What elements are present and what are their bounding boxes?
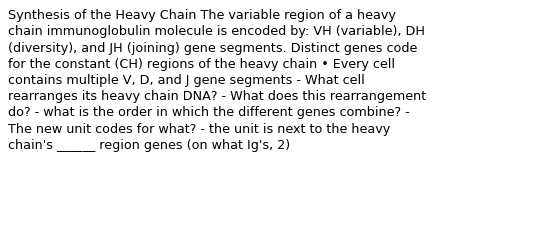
- Text: Synthesis of the Heavy Chain The variable region of a heavy
chain immunoglobulin: Synthesis of the Heavy Chain The variabl…: [8, 9, 427, 151]
